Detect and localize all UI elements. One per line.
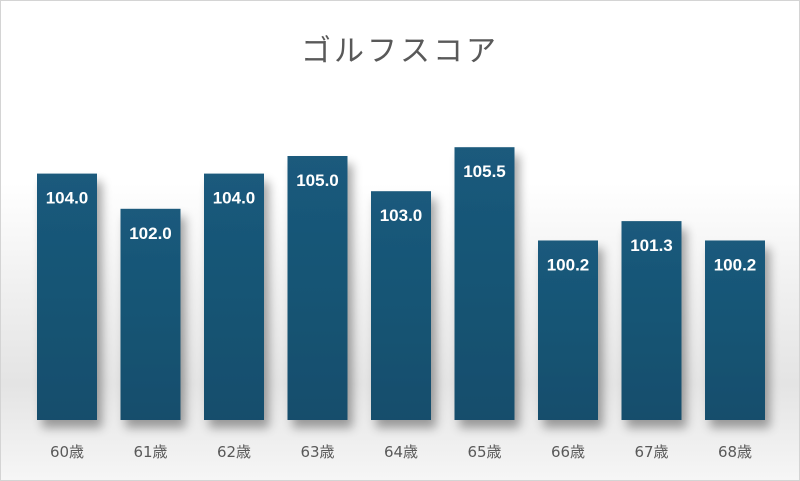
- bar-0: [37, 173, 97, 420]
- category-label-8: 68歳: [718, 443, 752, 461]
- category-label-7: 67歳: [634, 443, 668, 461]
- category-label-3: 63歳: [300, 443, 334, 461]
- bar-5: [454, 147, 515, 420]
- bar-value-label-0: 104.0: [46, 189, 89, 208]
- bar-value-label-1: 102.0: [129, 224, 172, 243]
- value-labels-group: 104.0 102.0 104.0 105.0 103.0 105.5 100.2 101.3…: [46, 162, 757, 274]
- category-labels-group: 60歳 61歳 62歳 63歳 64歳 65歳 66歳 67歳 68歳: [50, 443, 752, 461]
- category-label-6: 66歳: [551, 443, 585, 461]
- bar-6: [538, 240, 598, 420]
- category-label-0: 60歳: [50, 443, 84, 461]
- bar-value-label-6: 100.2: [547, 255, 590, 274]
- bar-2: [204, 173, 264, 420]
- bar-value-label-7: 101.3: [630, 236, 673, 255]
- bar-value-label-8: 100.2: [714, 255, 757, 274]
- category-label-1: 61歳: [133, 443, 167, 461]
- bar-value-label-5: 105.5: [463, 162, 506, 181]
- chart-title: ゴルフスコア: [301, 34, 499, 69]
- category-label-4: 64歳: [384, 443, 418, 461]
- bars-group: [37, 147, 765, 420]
- bar-8: [705, 240, 765, 420]
- bar-value-label-3: 105.0: [296, 171, 339, 190]
- bar-4: [371, 191, 431, 420]
- bar-value-label-2: 104.0: [213, 189, 256, 208]
- category-label-2: 62歳: [217, 443, 251, 461]
- bar-value-label-4: 103.0: [380, 206, 423, 225]
- bar-3: [287, 156, 348, 420]
- category-label-5: 65歳: [467, 443, 501, 461]
- bar-1: [120, 208, 181, 420]
- bar-7: [621, 221, 682, 420]
